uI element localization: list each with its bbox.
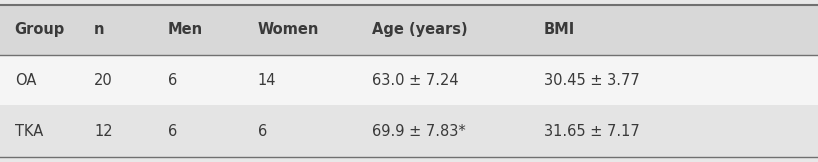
- Text: Women: Women: [258, 23, 319, 37]
- Text: 63.0 ± 7.24: 63.0 ± 7.24: [372, 73, 459, 88]
- Text: 69.9 ± 7.83*: 69.9 ± 7.83*: [372, 124, 466, 139]
- Text: n: n: [94, 23, 105, 37]
- Text: 6: 6: [258, 124, 267, 139]
- Text: TKA: TKA: [15, 124, 43, 139]
- Text: 20: 20: [94, 73, 113, 88]
- Text: Age (years): Age (years): [372, 23, 468, 37]
- Bar: [0, 105, 818, 157]
- Text: 6: 6: [168, 124, 177, 139]
- Text: 6: 6: [168, 73, 177, 88]
- Text: BMI: BMI: [544, 23, 575, 37]
- Text: 12: 12: [94, 124, 113, 139]
- Bar: [0, 55, 818, 105]
- Bar: [0, 5, 818, 55]
- Text: OA: OA: [15, 73, 36, 88]
- Text: Group: Group: [15, 23, 65, 37]
- Text: 30.45 ± 3.77: 30.45 ± 3.77: [544, 73, 640, 88]
- Text: 14: 14: [258, 73, 276, 88]
- Text: Men: Men: [168, 23, 203, 37]
- Text: 31.65 ± 7.17: 31.65 ± 7.17: [544, 124, 640, 139]
